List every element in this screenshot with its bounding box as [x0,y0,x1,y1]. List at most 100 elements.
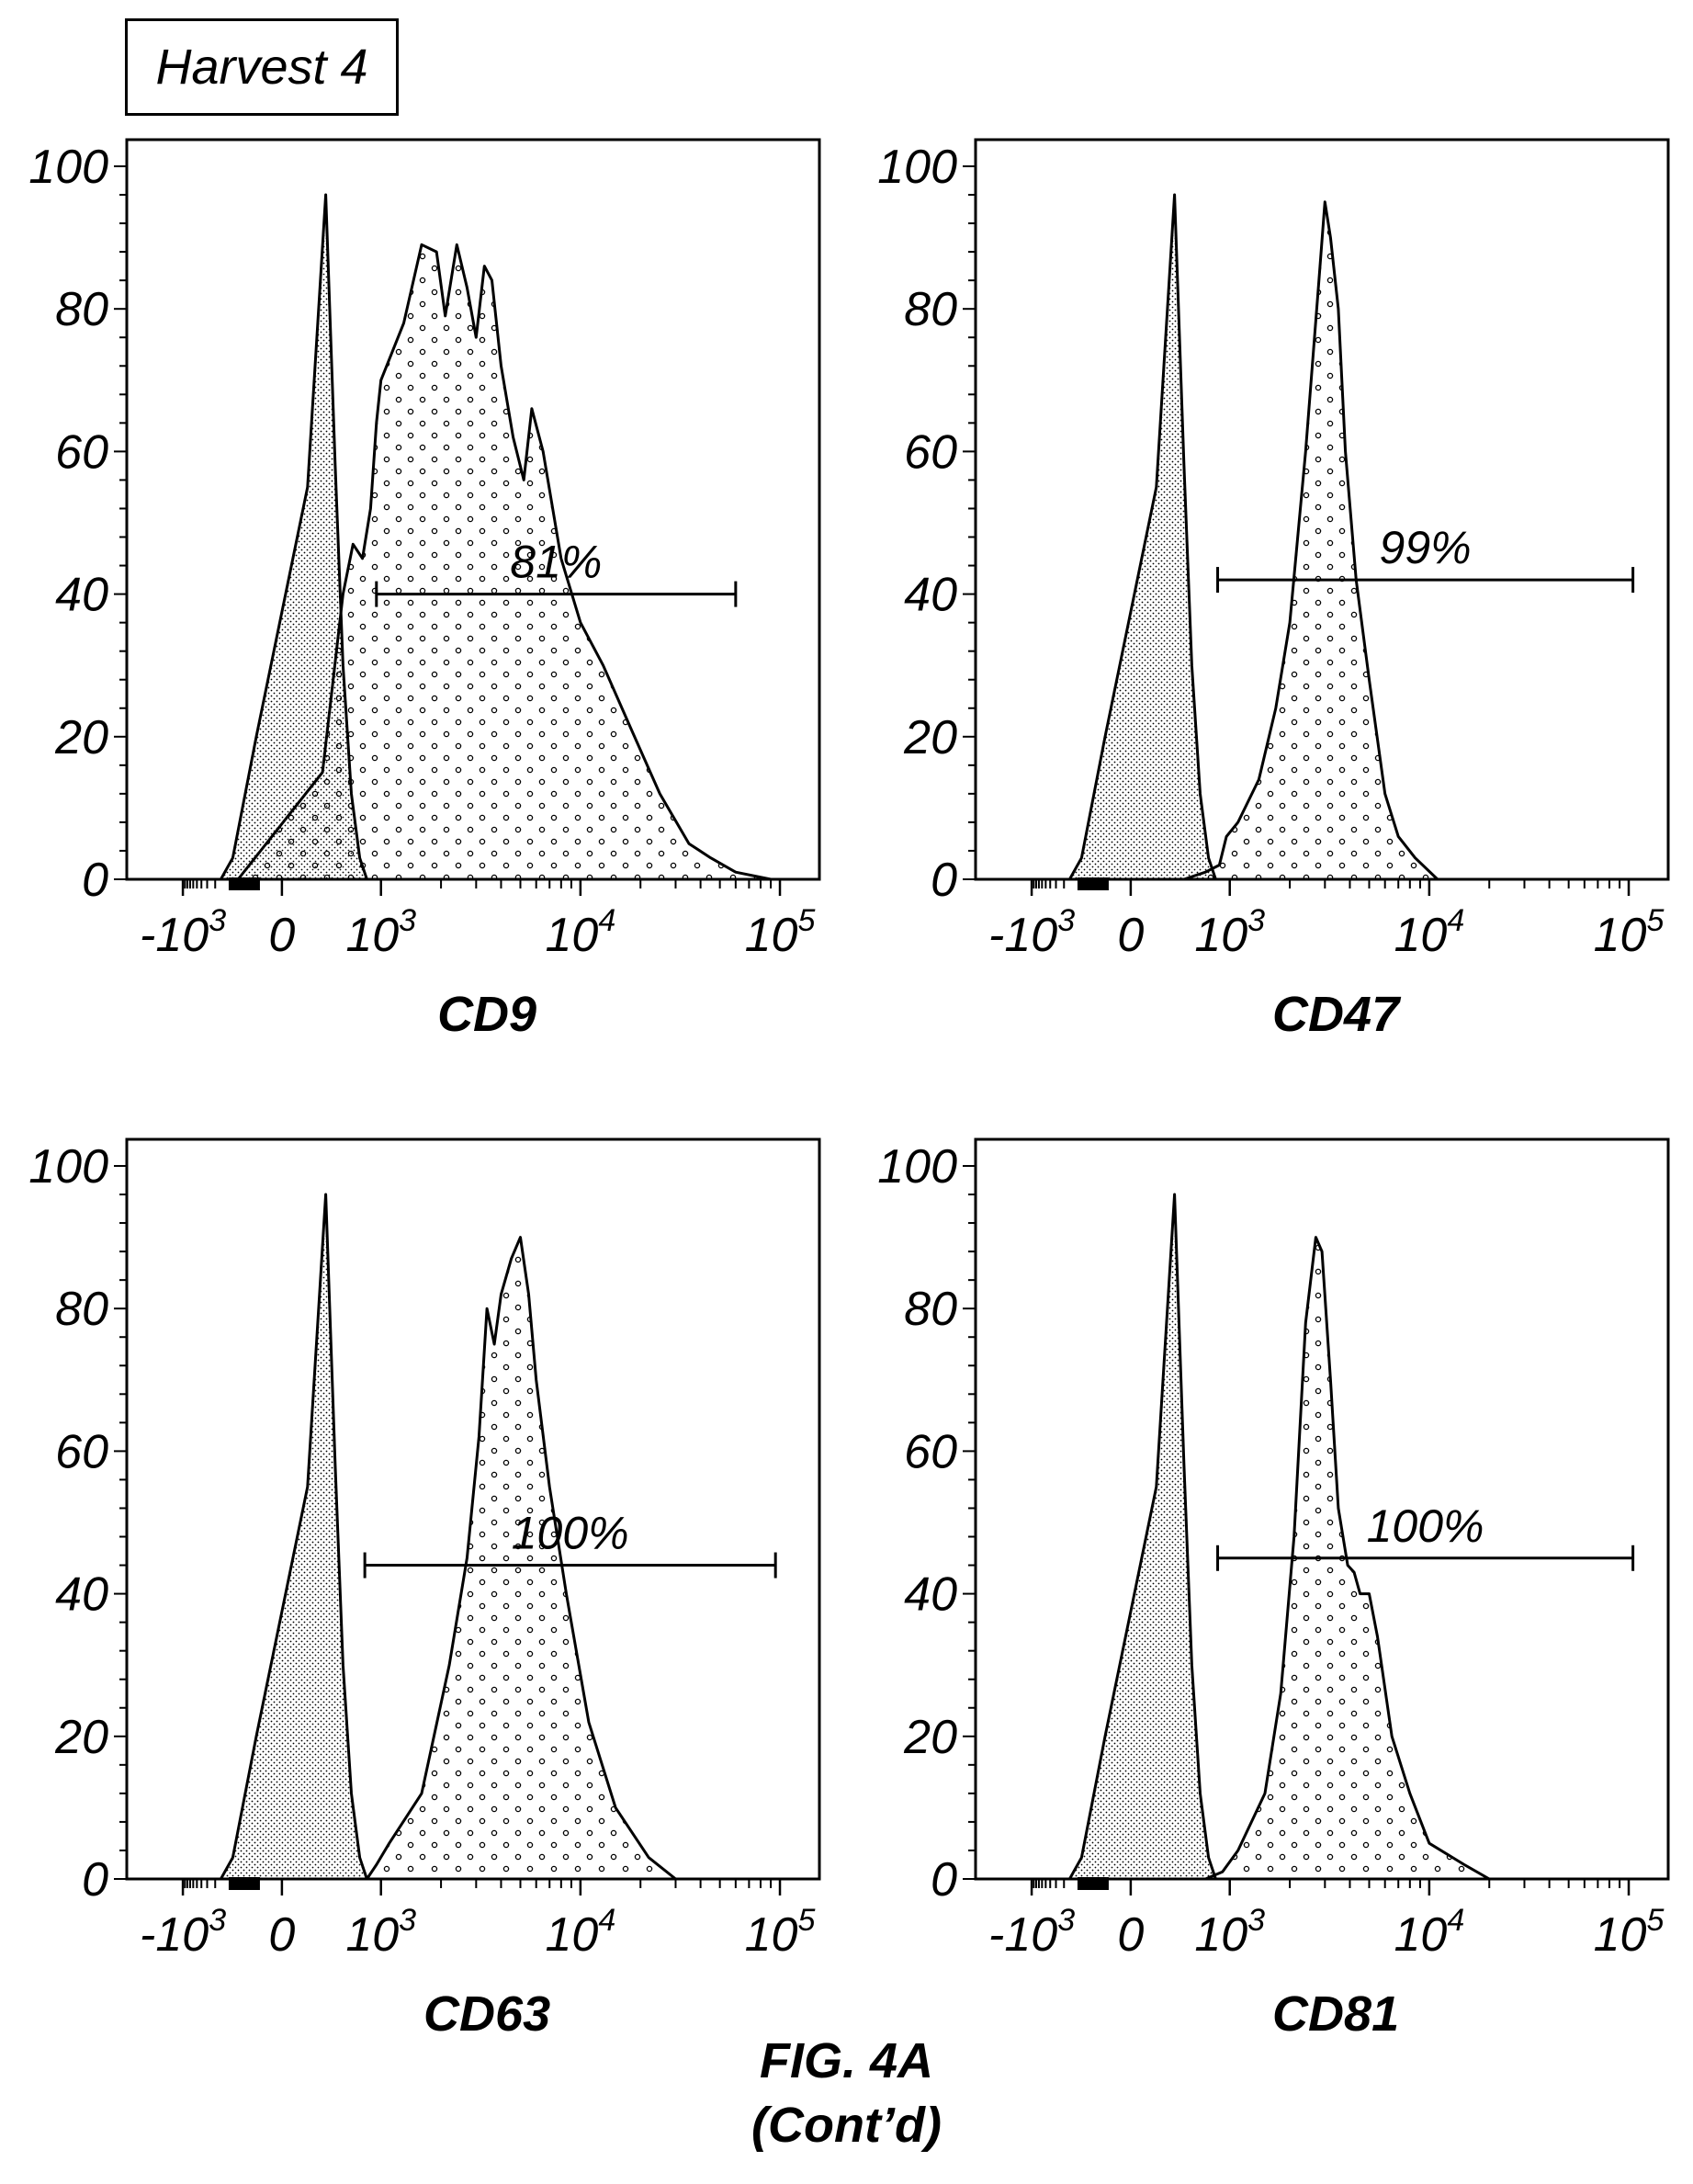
tick-base: 10 [345,1908,399,1962]
y-tick-label: 100 [877,141,957,194]
stained-sample-histogram [1182,200,1439,881]
x-tick-label: 0 [268,909,295,962]
y-tick-label: 20 [54,1711,108,1764]
tick-base: 10 [545,1908,598,1962]
stained-sample-histogram [365,1236,677,1881]
harvest-label: Harvest 4 [125,18,399,116]
y-tick-label: 100 [28,1140,108,1194]
tick-exponent: 3 [1057,1903,1075,1938]
y-tick-label: 40 [55,569,108,622]
x-tick-label: 105 [745,903,816,962]
x-tick-label: 103 [345,903,416,962]
y-tick-label: 40 [904,1568,957,1622]
tick-base: 10 [1394,1908,1447,1962]
tick-base: 10 [345,909,399,962]
y-tick-label: 80 [55,1283,108,1336]
isotype-control-histogram [1067,193,1217,881]
gate-percent-label: 99% [1380,522,1472,573]
y-tick-label: 0 [931,1853,957,1907]
y-tick-label: 20 [54,711,108,764]
x-tick-label: 103 [1194,903,1265,962]
x-tick-label: 103 [345,1903,416,1962]
x-tick-label: 105 [745,1903,816,1962]
x-tick-label: 105 [1594,1903,1665,1962]
tick-base: 10 [745,909,798,962]
gate-percent-label: 100% [512,1508,629,1559]
tick-base: 10 [745,1908,798,1962]
y-tick-label: 60 [55,425,108,479]
y-tick-label: 80 [904,283,957,336]
tick-exponent: 3 [209,1903,226,1938]
y-tick-label: 60 [904,1425,957,1478]
x-tick-label: -103 [988,1903,1075,1962]
y-tick-label: 100 [28,141,108,194]
x-tick-label: -103 [988,903,1075,962]
tick-base: -10 [140,1908,209,1962]
tick-exponent: 5 [1646,903,1664,938]
y-tick-label: 20 [903,1711,957,1764]
caption-title: FIG. 4A [759,2033,934,2088]
tick-exponent: 3 [399,1903,416,1938]
x-tick-label: 103 [1194,1903,1265,1962]
isotype-control-histogram [219,1193,368,1881]
x-axis-label: CD81 [1272,1986,1399,2042]
x-tick-label: 0 [1117,1908,1144,1962]
caption-subtitle: (Cont’d) [751,2098,942,2153]
tick-exponent: 3 [1247,1903,1265,1938]
tick-exponent: 3 [209,903,226,938]
tick-exponent: 4 [598,1903,615,1938]
x-axis-label: CD63 [423,1986,550,2042]
x-axis-label: CD9 [437,987,536,1042]
y-tick-label: 80 [55,283,108,336]
gate-percent-label: 100% [1367,1500,1484,1552]
tick-exponent: 3 [1247,903,1265,938]
tick-exponent: 4 [1447,1903,1464,1938]
tick-base: -10 [988,909,1057,962]
y-tick-label: 60 [904,425,957,479]
tick-exponent: 3 [399,903,416,938]
x-tick-label: 104 [545,903,615,962]
y-tick-label: 60 [55,1425,108,1478]
tick-exponent: 5 [797,1903,815,1938]
stained-sample-histogram [1203,1236,1491,1881]
x-tick-label: -103 [140,1903,226,1962]
x-tick-label: 105 [1594,903,1665,962]
x-tick-label: 104 [1394,903,1464,962]
y-tick-label: 0 [82,854,108,907]
x-axis-label: CD47 [1272,987,1402,1042]
y-tick-label: 80 [904,1283,957,1336]
tick-base: 10 [545,909,598,962]
x-tick-label: 0 [268,1908,295,1962]
x-tick-label: 0 [1117,909,1144,962]
tick-base: 10 [1594,1908,1647,1962]
y-tick-label: 100 [877,1140,957,1194]
isotype-control-histogram [1067,1193,1217,1881]
tick-exponent: 5 [1646,1903,1664,1938]
tick-base: 10 [1194,909,1247,962]
y-tick-label: 40 [55,1568,108,1622]
tick-base: -10 [988,1908,1057,1962]
y-tick-label: 0 [82,1853,108,1907]
x-tick-label: -103 [140,903,226,962]
y-tick-label: 40 [904,569,957,622]
tick-exponent: 4 [1447,903,1464,938]
y-tick-label: 20 [903,711,957,764]
x-tick-label: 104 [1394,1903,1464,1962]
stained-sample-histogram [236,243,773,881]
tick-base: 10 [1194,1908,1247,1962]
tick-exponent: 4 [598,903,615,938]
tick-base: 10 [1394,909,1447,962]
tick-base: 10 [1594,909,1647,962]
gate-percent-label: 81% [510,537,602,588]
x-tick-label: 104 [545,1903,615,1962]
figure-caption: FIG. 4A (Cont’d) [0,2029,1693,2157]
tick-exponent: 3 [1057,903,1075,938]
tick-base: -10 [140,909,209,962]
tick-exponent: 5 [797,903,815,938]
